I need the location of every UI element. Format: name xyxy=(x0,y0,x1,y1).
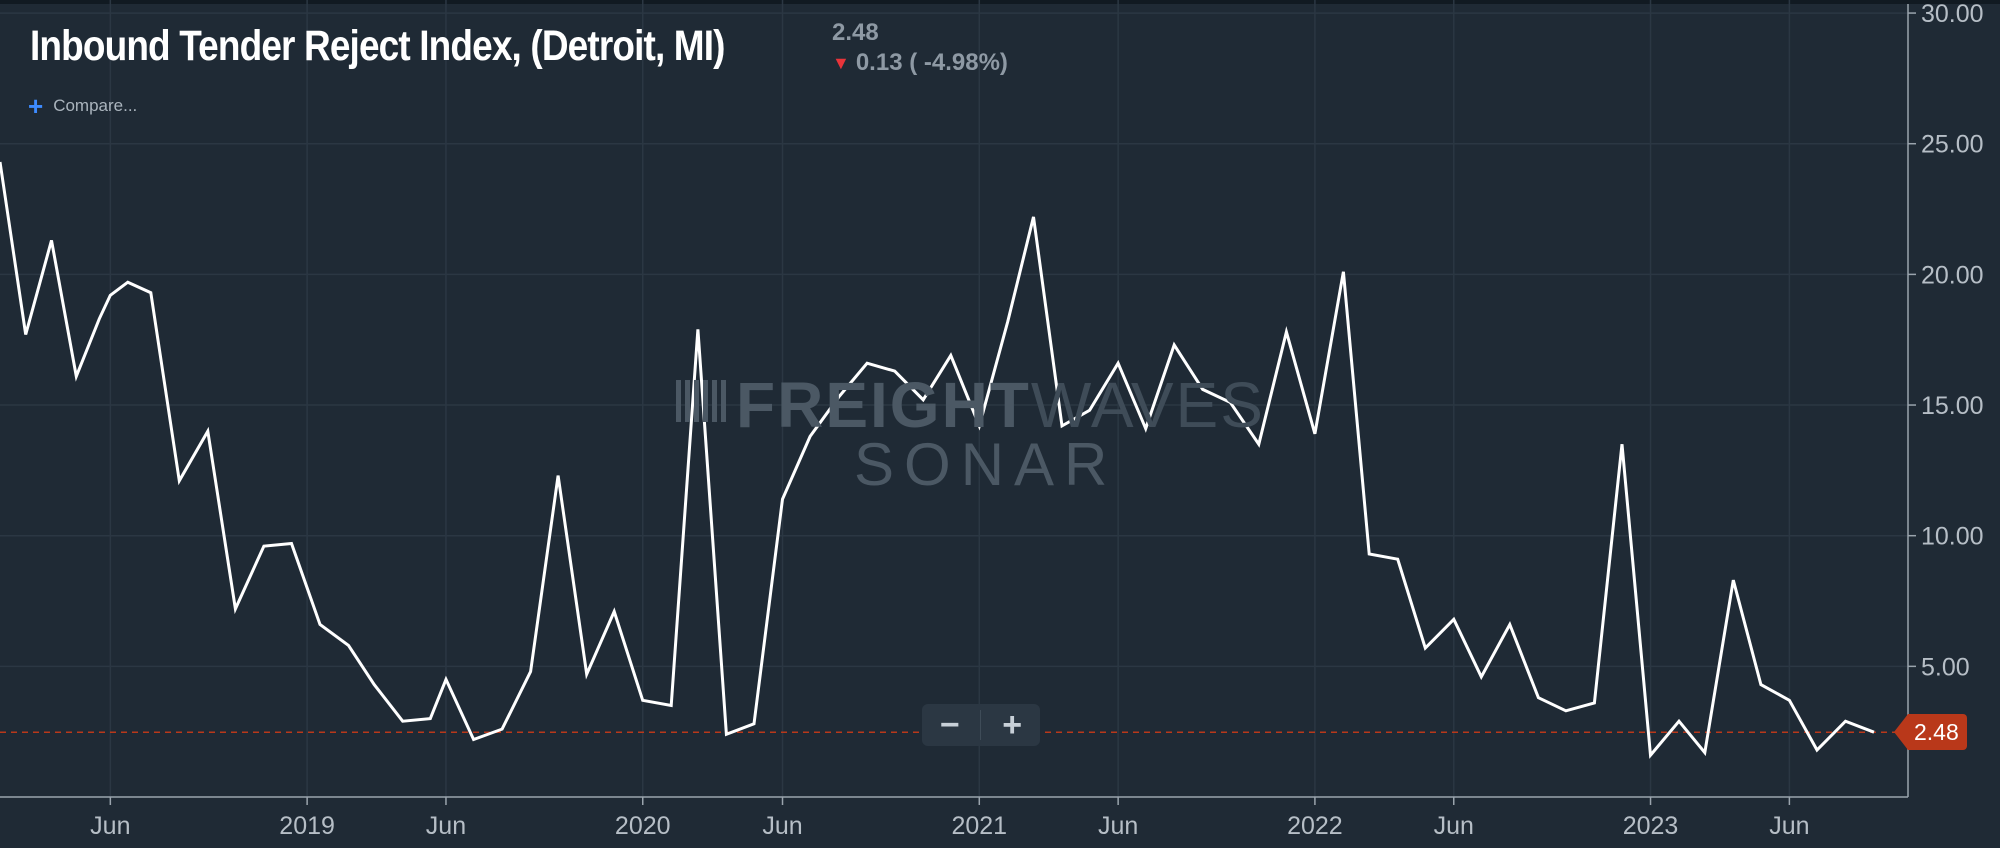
price-tag-label: 2.48 xyxy=(1908,714,1967,751)
y-tick-label: 10.00 xyxy=(1921,523,1984,551)
quote-summary: 2.48 ▼ 0.13 ( -4.98%) xyxy=(832,18,1008,78)
zoom-out-button[interactable]: − xyxy=(939,706,960,744)
y-tick-label: 15.00 xyxy=(1921,392,1984,420)
y-tick-label: 30.00 xyxy=(1921,0,1984,28)
compare-label: Compare... xyxy=(53,96,138,115)
x-tick-label: Jun xyxy=(426,812,466,840)
y-tick-label: 5.00 xyxy=(1921,653,1970,681)
x-tick-label: 2019 xyxy=(279,812,335,840)
price-tag-pointer xyxy=(1894,714,1908,751)
series-line[interactable] xyxy=(0,161,1875,759)
last-value: 2.48 xyxy=(832,19,879,46)
down-arrow-icon: ▼ xyxy=(832,53,850,73)
x-tick-label: Jun xyxy=(90,812,130,840)
zoom-divider xyxy=(980,710,982,740)
x-tick-label: 2021 xyxy=(951,812,1007,840)
y-tick-label: 25.00 xyxy=(1921,131,1984,159)
change-readout: ▼ 0.13 ( -4.98%) xyxy=(832,48,1008,78)
zoom-in-button[interactable]: + xyxy=(1002,706,1023,744)
compare-button[interactable]: + Compare... xyxy=(28,91,138,121)
x-tick-label: Jun xyxy=(1769,812,1809,840)
chart-title: Inbound Tender Reject Index, (Detroit, M… xyxy=(30,22,725,70)
top-strip xyxy=(0,0,2000,4)
zoom-control: − + xyxy=(922,704,1040,746)
x-tick-label: Jun xyxy=(762,812,802,840)
x-tick-label: 2022 xyxy=(1287,812,1343,840)
chart-header: Inbound Tender Reject Index, (Detroit, M… xyxy=(30,18,838,74)
plus-icon: + xyxy=(28,91,44,121)
x-tick-label: Jun xyxy=(1098,812,1138,840)
grid xyxy=(0,0,1908,797)
x-tick-label: 2020 xyxy=(615,812,671,840)
x-tick-label: Jun xyxy=(1434,812,1474,840)
last-price-tag: 2.48 xyxy=(1894,714,1967,751)
y-tick-label: 20.00 xyxy=(1921,261,1984,289)
x-tick-label: 2023 xyxy=(1623,812,1679,840)
change-text: 0.13 ( -4.98%) xyxy=(855,49,1008,76)
series xyxy=(0,161,1908,759)
